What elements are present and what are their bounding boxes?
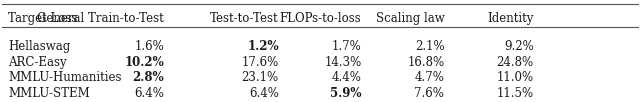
Text: Target Loss: Target Loss bbox=[8, 12, 77, 25]
Text: 4.7%: 4.7% bbox=[415, 71, 444, 84]
Text: 9.2%: 9.2% bbox=[504, 40, 534, 53]
Text: General Train-to-Test: General Train-to-Test bbox=[37, 12, 164, 25]
Text: ARC-Easy: ARC-Easy bbox=[8, 56, 67, 69]
Text: 11.0%: 11.0% bbox=[497, 71, 534, 84]
Text: 10.2%: 10.2% bbox=[124, 56, 164, 69]
Text: 11.5%: 11.5% bbox=[497, 87, 534, 100]
Text: MMLU-Humanities: MMLU-Humanities bbox=[8, 71, 122, 84]
Text: Hellaswag: Hellaswag bbox=[8, 40, 70, 53]
Text: 2.1%: 2.1% bbox=[415, 40, 444, 53]
Text: 6.4%: 6.4% bbox=[249, 87, 279, 100]
Text: 24.8%: 24.8% bbox=[497, 56, 534, 69]
Text: 1.6%: 1.6% bbox=[134, 40, 164, 53]
Text: 14.3%: 14.3% bbox=[324, 56, 362, 69]
Text: 5.9%: 5.9% bbox=[330, 87, 362, 100]
Text: 2.8%: 2.8% bbox=[132, 71, 164, 84]
Text: 17.6%: 17.6% bbox=[241, 56, 279, 69]
Text: 1.7%: 1.7% bbox=[332, 40, 362, 53]
Text: Identity: Identity bbox=[487, 12, 534, 25]
Text: Scaling law: Scaling law bbox=[376, 12, 444, 25]
Text: 23.1%: 23.1% bbox=[242, 71, 279, 84]
Text: 6.4%: 6.4% bbox=[134, 87, 164, 100]
Text: 16.8%: 16.8% bbox=[407, 56, 444, 69]
Text: Test-to-Test: Test-to-Test bbox=[210, 12, 279, 25]
Text: FLOPs-to-loss: FLOPs-to-loss bbox=[280, 12, 362, 25]
Text: 4.4%: 4.4% bbox=[332, 71, 362, 84]
Text: MMLU-STEM: MMLU-STEM bbox=[8, 87, 90, 100]
Text: 7.6%: 7.6% bbox=[415, 87, 444, 100]
Text: 1.2%: 1.2% bbox=[247, 40, 279, 53]
